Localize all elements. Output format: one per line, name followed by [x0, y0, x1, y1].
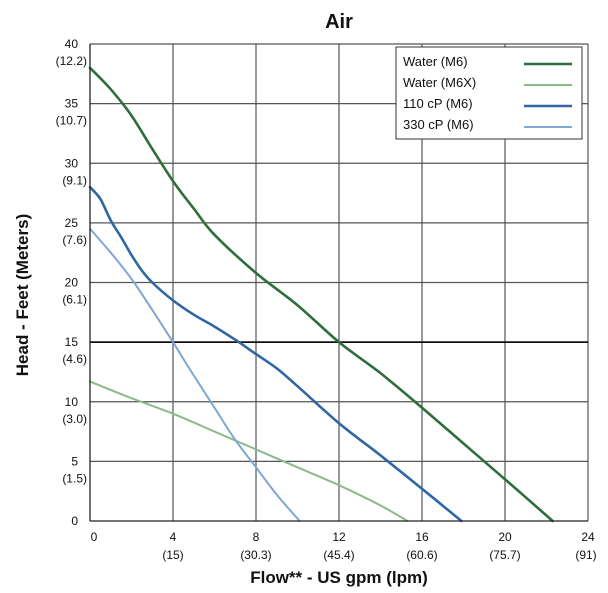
- y-tick-label: 20: [65, 276, 79, 290]
- x-tick-sublabel: (45.4): [323, 548, 354, 562]
- series-layer: [88, 66, 554, 523]
- x-tick-label: 16: [415, 530, 429, 544]
- y-tick-label: 40: [65, 37, 79, 51]
- y-tick-sublabel: (7.6): [62, 233, 87, 247]
- y-tick-label: 10: [65, 395, 79, 409]
- y-tick-sublabel: (12.2): [56, 54, 87, 68]
- y-tick-sublabel: (3.0): [62, 412, 87, 426]
- y-tick-label: 0: [71, 514, 78, 528]
- y-axis-title: Head - Feet (Meters): [13, 214, 32, 376]
- series-line-2: [89, 380, 409, 522]
- axes: [89, 44, 588, 522]
- x-tick-label: 0: [91, 530, 98, 544]
- x-tick-sublabel: (15): [162, 548, 183, 562]
- y-tick-label: 25: [65, 216, 79, 230]
- x-tick-sublabel: (60.6): [406, 548, 437, 562]
- y-tick-label: 35: [65, 97, 79, 111]
- x-tick-label: 4: [170, 530, 177, 544]
- x-tick-label: 24: [581, 530, 595, 544]
- x-tick-label: 20: [498, 530, 512, 544]
- y-tick-sublabel: (1.5): [62, 471, 87, 485]
- legend-label-1: Water (M6): [403, 54, 468, 69]
- legend-label-2: Water (M6X): [403, 75, 476, 90]
- x-tick-sublabel: (75.7): [489, 548, 520, 562]
- x-tick-label: 12: [332, 530, 346, 544]
- x-tick-sublabel: (30.3): [240, 548, 271, 562]
- series-line-1: [88, 66, 554, 523]
- y-tick-label: 5: [71, 454, 78, 468]
- y-tick-sublabel: (6.1): [62, 293, 87, 307]
- x-axis-title: Flow** - US gpm (lpm): [250, 568, 428, 587]
- y-tick-sublabel: (4.6): [62, 352, 87, 366]
- series-line-3: [88, 185, 463, 523]
- x-tick-sublabel: (91): [575, 548, 596, 562]
- series-line-4: [89, 227, 301, 522]
- y-tick-label: 30: [65, 156, 79, 170]
- legend-label-4: 330 cP (M6): [403, 117, 474, 132]
- legend-label-3: 110 cP (M6): [403, 96, 473, 111]
- tick-labels: 0 4 (15) 8 (30.3) 12 (45.4) 16 (60.6) 20 (75.7) 24 (…: [56, 37, 597, 562]
- legend: Water (M6) Water (M6X) 110 cP (M6) 330 cP (…: [395, 46, 583, 140]
- y-tick-sublabel: (10.7): [56, 114, 87, 128]
- chart-title: Air: [325, 11, 353, 33]
- legend-box: [395, 46, 583, 140]
- x-tick-label: 8: [253, 530, 260, 544]
- y-tick-sublabel: (9.1): [62, 173, 87, 187]
- y-tick-label: 15: [65, 335, 79, 349]
